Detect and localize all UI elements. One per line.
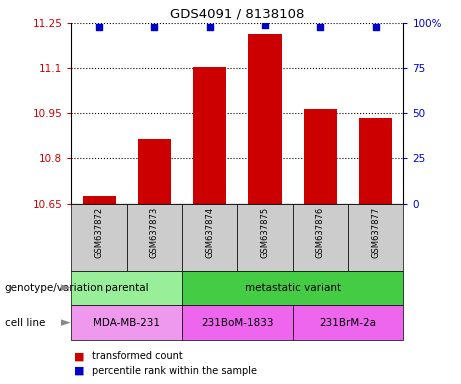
Text: parental: parental [105,283,148,293]
Point [317,23,324,30]
Point [206,23,213,30]
Text: GSM637875: GSM637875 [260,207,270,258]
Text: transformed count: transformed count [92,351,183,361]
Text: metastatic variant: metastatic variant [245,283,341,293]
Bar [71,305,182,340]
Text: ■: ■ [74,351,84,361]
Point [372,23,379,30]
Bar [293,305,403,340]
Text: ►: ► [61,281,71,295]
Bar [182,204,237,271]
Bar [71,204,127,271]
Text: GSM637877: GSM637877 [371,207,380,258]
Text: GSM637876: GSM637876 [316,207,325,258]
Text: genotype/variation: genotype/variation [5,283,104,293]
Text: cell line: cell line [5,318,45,328]
Bar [138,139,171,204]
Bar [71,271,182,305]
Bar [182,305,293,340]
Bar [193,67,226,204]
Point [151,23,158,30]
Text: ►: ► [61,316,71,329]
Text: percentile rank within the sample: percentile rank within the sample [92,366,257,376]
Bar [348,204,403,271]
Bar [127,204,182,271]
Bar [304,109,337,204]
Title: GDS4091 / 8138108: GDS4091 / 8138108 [170,7,305,20]
Text: ■: ■ [74,366,84,376]
Bar [237,204,293,271]
Text: GSM637872: GSM637872 [95,207,104,258]
Bar [83,196,116,204]
Text: 231BrM-2a: 231BrM-2a [319,318,377,328]
Bar [248,33,282,204]
Text: GSM637874: GSM637874 [205,207,214,258]
Text: GSM637873: GSM637873 [150,207,159,258]
Bar [359,118,392,204]
Text: 231BoM-1833: 231BoM-1833 [201,318,274,328]
Bar [293,204,348,271]
Bar [182,271,403,305]
Point [261,22,269,28]
Text: MDA-MB-231: MDA-MB-231 [93,318,160,328]
Point [95,23,103,30]
